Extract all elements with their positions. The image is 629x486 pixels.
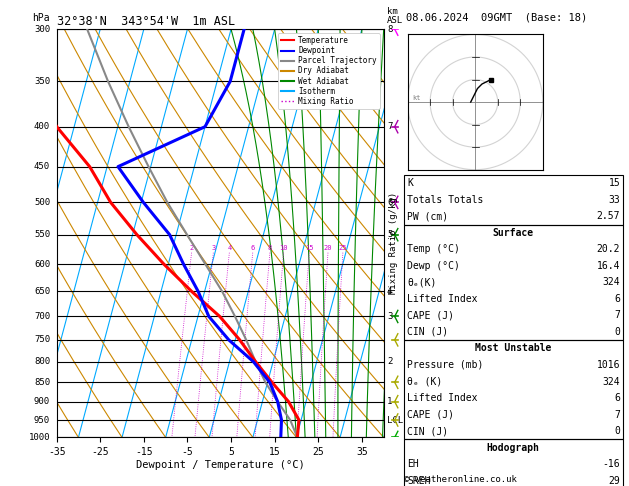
Text: 324: 324 (603, 278, 620, 287)
Text: 7: 7 (387, 122, 392, 131)
Text: θₑ (K): θₑ (K) (407, 377, 442, 386)
Text: Totals Totals: Totals Totals (407, 195, 483, 205)
Text: 2: 2 (189, 244, 194, 251)
Text: CAPE (J): CAPE (J) (407, 311, 454, 320)
X-axis label: Dewpoint / Temperature (°C): Dewpoint / Temperature (°C) (136, 460, 304, 470)
Text: CAPE (J): CAPE (J) (407, 410, 454, 419)
Text: Temp (°C): Temp (°C) (407, 244, 460, 254)
Text: 2.57: 2.57 (597, 211, 620, 221)
Text: Hodograph: Hodograph (487, 443, 540, 452)
Text: 1016: 1016 (597, 360, 620, 370)
Text: CIN (J): CIN (J) (407, 327, 448, 337)
Text: 33: 33 (608, 195, 620, 205)
Text: 15: 15 (305, 244, 313, 251)
Text: Lifted Index: Lifted Index (407, 393, 477, 403)
Text: Lifted Index: Lifted Index (407, 294, 477, 304)
Text: SREH: SREH (407, 476, 430, 486)
Text: 700: 700 (34, 312, 50, 321)
Text: 500: 500 (34, 198, 50, 207)
Text: Surface: Surface (493, 228, 534, 238)
Text: 6: 6 (387, 198, 392, 207)
Text: 3: 3 (211, 244, 216, 251)
Text: 08.06.2024  09GMT  (Base: 18): 08.06.2024 09GMT (Base: 18) (406, 12, 587, 22)
Text: 16.4: 16.4 (597, 261, 620, 271)
Text: 6: 6 (615, 294, 620, 304)
Text: 20.2: 20.2 (597, 244, 620, 254)
Text: 10: 10 (279, 244, 288, 251)
Text: 800: 800 (34, 357, 50, 366)
Text: 6: 6 (615, 393, 620, 403)
Text: 0: 0 (615, 327, 620, 337)
Text: 20: 20 (324, 244, 332, 251)
Text: EH: EH (407, 459, 419, 469)
Text: 29: 29 (608, 476, 620, 486)
Text: 300: 300 (34, 25, 50, 34)
Text: 900: 900 (34, 397, 50, 406)
Text: 650: 650 (34, 287, 50, 296)
Text: hPa: hPa (33, 13, 50, 23)
Text: Most Unstable: Most Unstable (475, 344, 552, 353)
Text: Mixing Ratio (g/kg): Mixing Ratio (g/kg) (389, 192, 398, 294)
Text: Pressure (mb): Pressure (mb) (407, 360, 483, 370)
Text: -16: -16 (603, 459, 620, 469)
Text: 3: 3 (387, 312, 392, 321)
Text: 7: 7 (615, 410, 620, 419)
Text: 32°38'N  343°54'W  1m ASL: 32°38'N 343°54'W 1m ASL (57, 15, 235, 28)
Text: 324: 324 (603, 377, 620, 386)
Text: K: K (407, 178, 413, 188)
Text: 850: 850 (34, 378, 50, 387)
Text: PW (cm): PW (cm) (407, 211, 448, 221)
Text: 5: 5 (387, 230, 392, 239)
Text: 15: 15 (608, 178, 620, 188)
Text: 7: 7 (615, 311, 620, 320)
Text: 400: 400 (34, 122, 50, 131)
Text: 600: 600 (34, 260, 50, 269)
Text: 550: 550 (34, 230, 50, 239)
Text: 350: 350 (34, 77, 50, 86)
Text: 4: 4 (227, 244, 231, 251)
Text: 8: 8 (387, 25, 392, 34)
Text: 4: 4 (387, 287, 392, 296)
Text: 1000: 1000 (28, 433, 50, 442)
Text: 6: 6 (250, 244, 255, 251)
Text: CIN (J): CIN (J) (407, 426, 448, 436)
Text: 8: 8 (268, 244, 272, 251)
Text: θₑ(K): θₑ(K) (407, 278, 437, 287)
Text: 750: 750 (34, 335, 50, 345)
Text: 0: 0 (615, 426, 620, 436)
Text: Dewp (°C): Dewp (°C) (407, 261, 460, 271)
Text: 950: 950 (34, 416, 50, 424)
Text: 25: 25 (338, 244, 347, 251)
Legend: Temperature, Dewpoint, Parcel Trajectory, Dry Adiabat, Wet Adiabat, Isotherm, Mi: Temperature, Dewpoint, Parcel Trajectory… (277, 33, 380, 109)
Text: kt: kt (412, 95, 421, 101)
Text: LCL: LCL (387, 416, 403, 424)
Text: 2: 2 (387, 357, 392, 366)
Text: 450: 450 (34, 162, 50, 171)
Text: © weatheronline.co.uk: © weatheronline.co.uk (404, 474, 516, 484)
Text: km
ASL: km ASL (387, 7, 403, 25)
Text: 1: 1 (387, 397, 392, 406)
